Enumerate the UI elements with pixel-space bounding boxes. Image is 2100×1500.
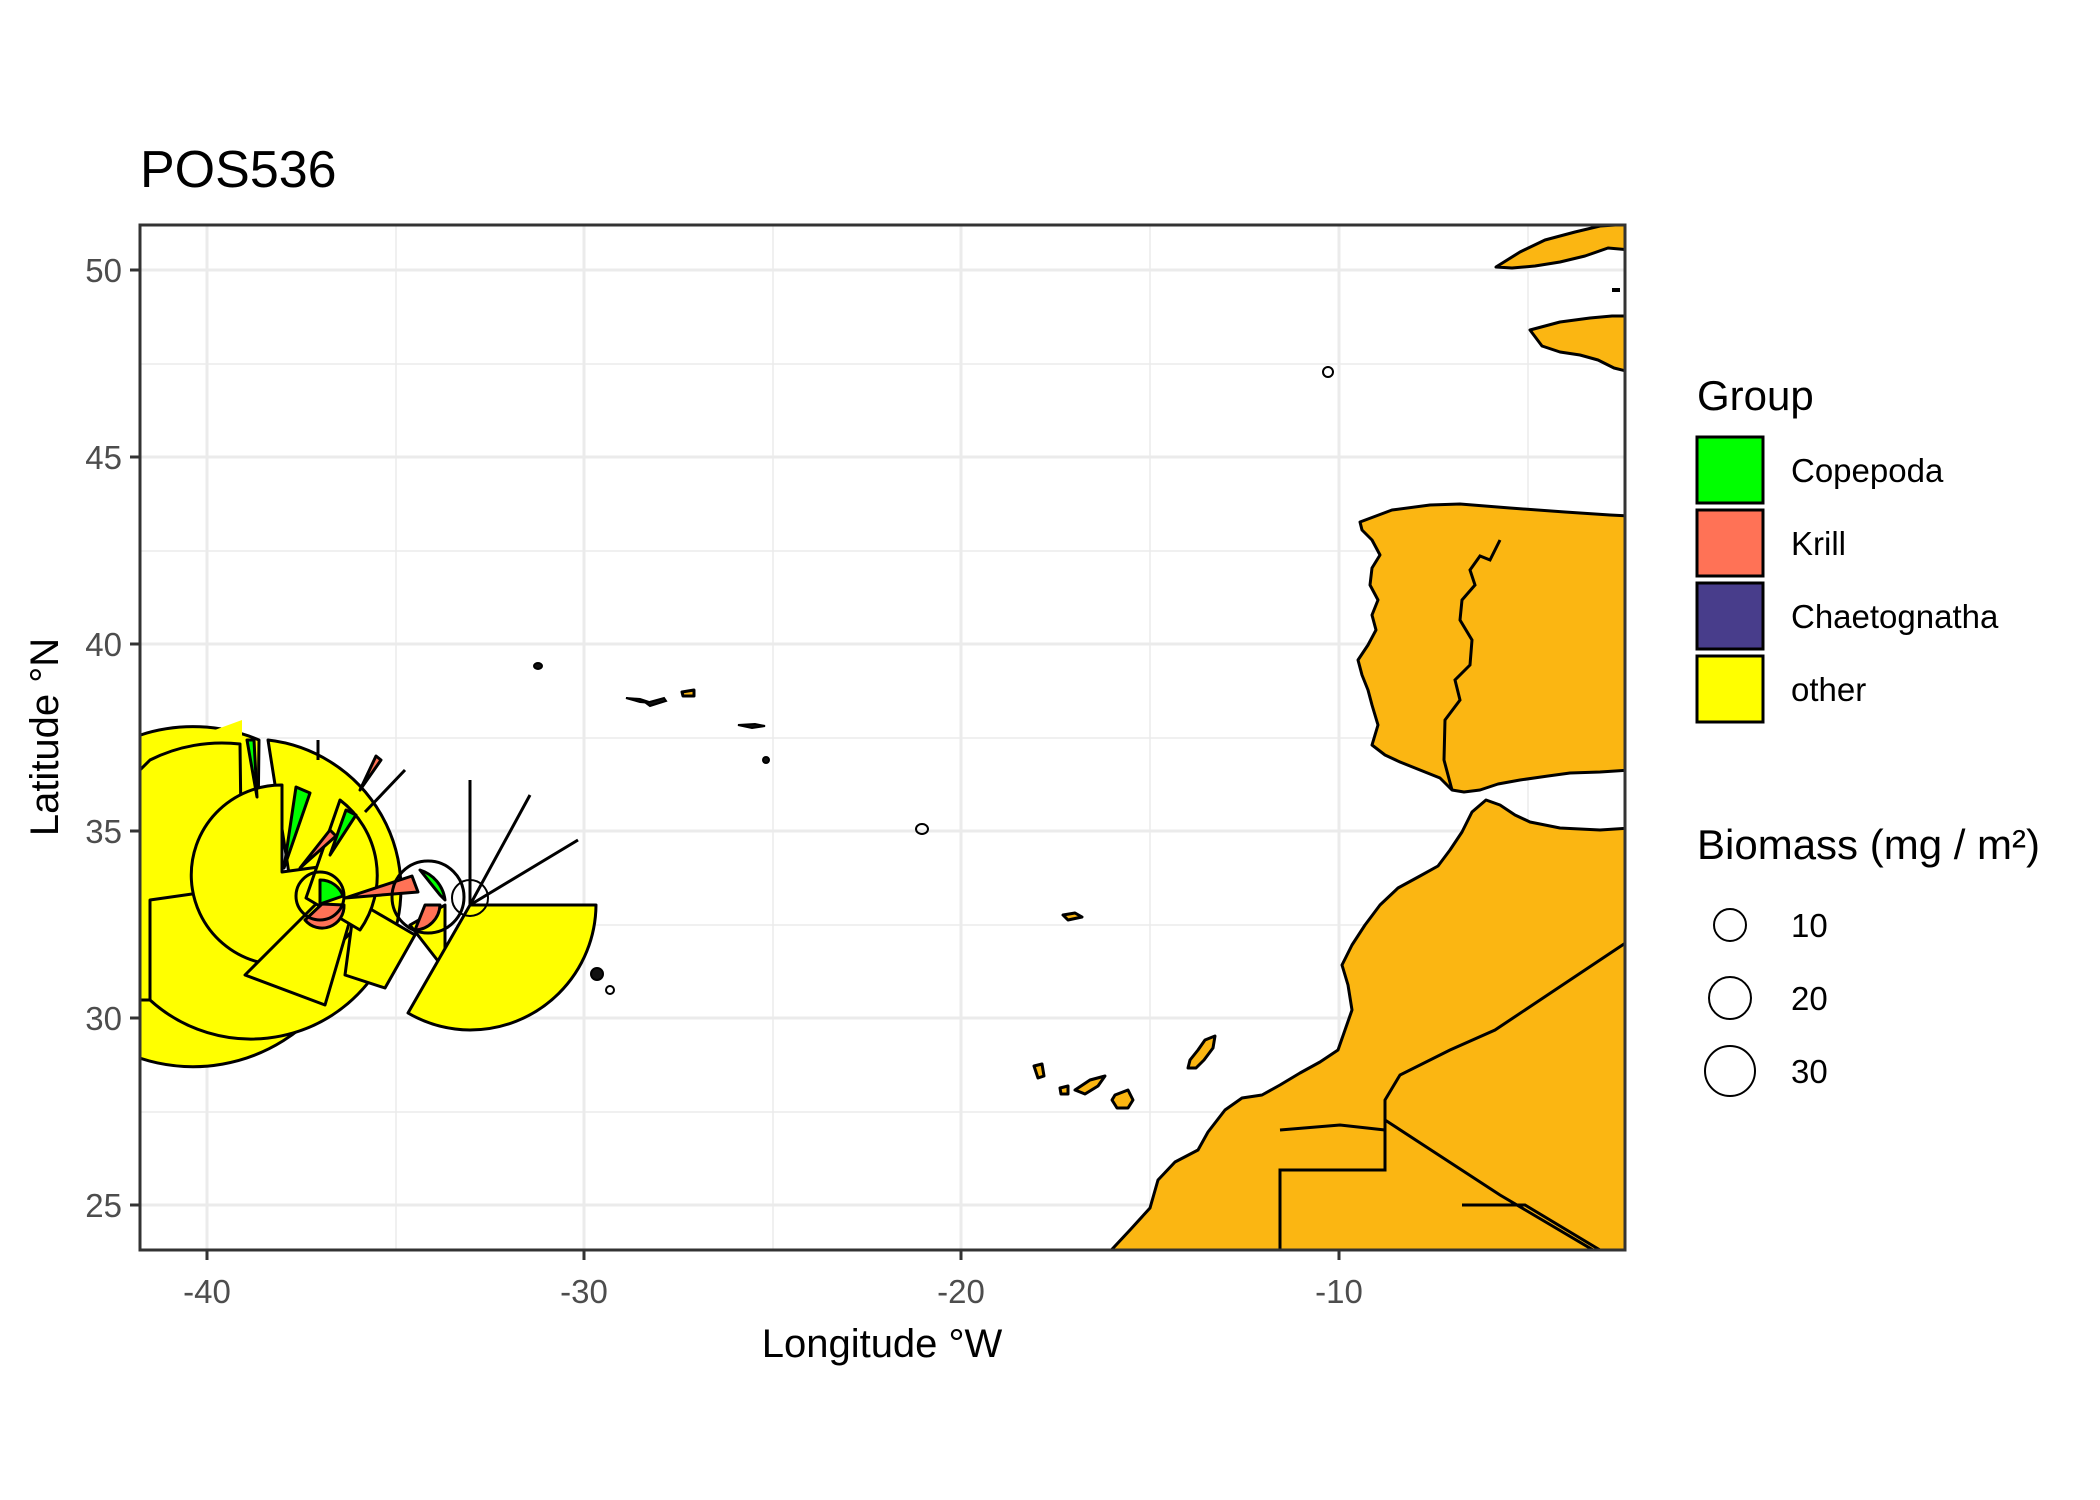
legend-biomass-title: Biomass (mg / m²) <box>1697 821 2040 868</box>
small-islands <box>533 288 1620 995</box>
island-azores-central-2 <box>643 696 668 708</box>
island-azores-saomiguel <box>737 722 766 730</box>
y-tick-label: 40 <box>85 626 122 663</box>
pie-wedge-copepoda <box>328 808 358 857</box>
pie-wedge-copepoda <box>418 868 447 902</box>
legend-label-other: other <box>1791 671 1866 708</box>
land-northwest-africa <box>1109 798 1625 1250</box>
pie-small-circle <box>390 859 466 935</box>
plot-title: POS536 <box>140 141 337 199</box>
border-lines <box>1278 539 1625 1250</box>
x-tick-label: -30 <box>560 1273 608 1310</box>
island-small-2 <box>605 985 615 995</box>
land-canary-gomera <box>1058 1084 1070 1096</box>
legend-label-krill: Krill <box>1791 525 1846 562</box>
island-galicia-bank <box>1322 366 1334 378</box>
pie-wedge-other <box>406 903 598 1032</box>
x-tick-label: -40 <box>183 1273 231 1310</box>
island-azores-santamaria <box>762 756 770 764</box>
island-seamount <box>915 823 929 835</box>
legend-size-circle-10 <box>1713 908 1747 942</box>
x-tick-labels: -40 -30 -20 -10 <box>183 1273 1363 1310</box>
pie-thin-wedge <box>363 768 407 814</box>
legend-label-chaetognatha: Chaetognatha <box>1791 598 1999 635</box>
legend-biomass: Biomass (mg / m²) 10 20 30 <box>1697 821 2040 1097</box>
x-axis-title: Longitude °W <box>762 1322 1003 1366</box>
legend-swatch-chaetognatha <box>1695 581 1765 651</box>
pie-wedge-krill <box>303 902 346 930</box>
y-tick-label: 25 <box>85 1187 122 1224</box>
legend-swatch-krill <box>1695 508 1765 578</box>
y-tick-label: 35 <box>85 813 122 850</box>
land-madeira <box>1061 911 1084 922</box>
legend-swatch-other <box>1695 654 1765 724</box>
land-canary-lapalma <box>1032 1062 1046 1080</box>
legend-size-circle-20 <box>1708 976 1752 1020</box>
legend-size-label: 20 <box>1791 980 1828 1017</box>
land-azores-flores <box>680 688 696 698</box>
legend-size-label: 10 <box>1791 907 1828 944</box>
land-iberia <box>1356 502 1625 794</box>
legend-group-title: Group <box>1697 372 1814 419</box>
pie-small-circle <box>294 870 346 922</box>
pie-wedge-copepoda <box>282 785 312 870</box>
y-tick-label: 50 <box>85 252 122 289</box>
y-axis-title: Latitude °N <box>23 638 67 836</box>
legend-group: Group Copepoda Krill Chaetognatha other <box>1695 372 1999 724</box>
y-tick-label: 45 <box>85 439 122 476</box>
pie-wedge-krill <box>343 874 420 900</box>
pie-thin-wedge <box>468 794 532 906</box>
panel-border <box>138 223 1627 1252</box>
legend-size-label: 30 <box>1791 1053 1828 1090</box>
legend-size-circle-30 <box>1704 1045 1756 1097</box>
x-tick-label: -20 <box>937 1273 985 1310</box>
pie-wedge-copepoda <box>245 738 259 799</box>
legend-label-copepoda: Copepoda <box>1791 452 1944 489</box>
land-layer <box>680 225 1625 1250</box>
pie-layer <box>140 720 598 1069</box>
island-bermuda-rise <box>590 967 604 981</box>
land-canary-tenerife <box>1073 1074 1107 1096</box>
pie-small-circle <box>451 879 489 917</box>
land-canary-lanzarote <box>1186 1034 1217 1070</box>
legend-swatch-copepoda <box>1695 435 1765 505</box>
y-tick-label: 30 <box>85 1000 122 1037</box>
land-ireland <box>1494 225 1625 270</box>
y-tick-labels: 50 45 40 35 30 25 <box>85 252 122 1224</box>
axis-ticks <box>130 268 1341 1260</box>
pie-wedge-krill <box>358 754 383 792</box>
land-canary-grancanaria <box>1110 1088 1135 1110</box>
pie-wedge-krill <box>298 828 338 870</box>
x-tick-label: -10 <box>1315 1273 1363 1310</box>
land-brittany <box>1528 314 1625 373</box>
island-corvo <box>533 662 543 670</box>
